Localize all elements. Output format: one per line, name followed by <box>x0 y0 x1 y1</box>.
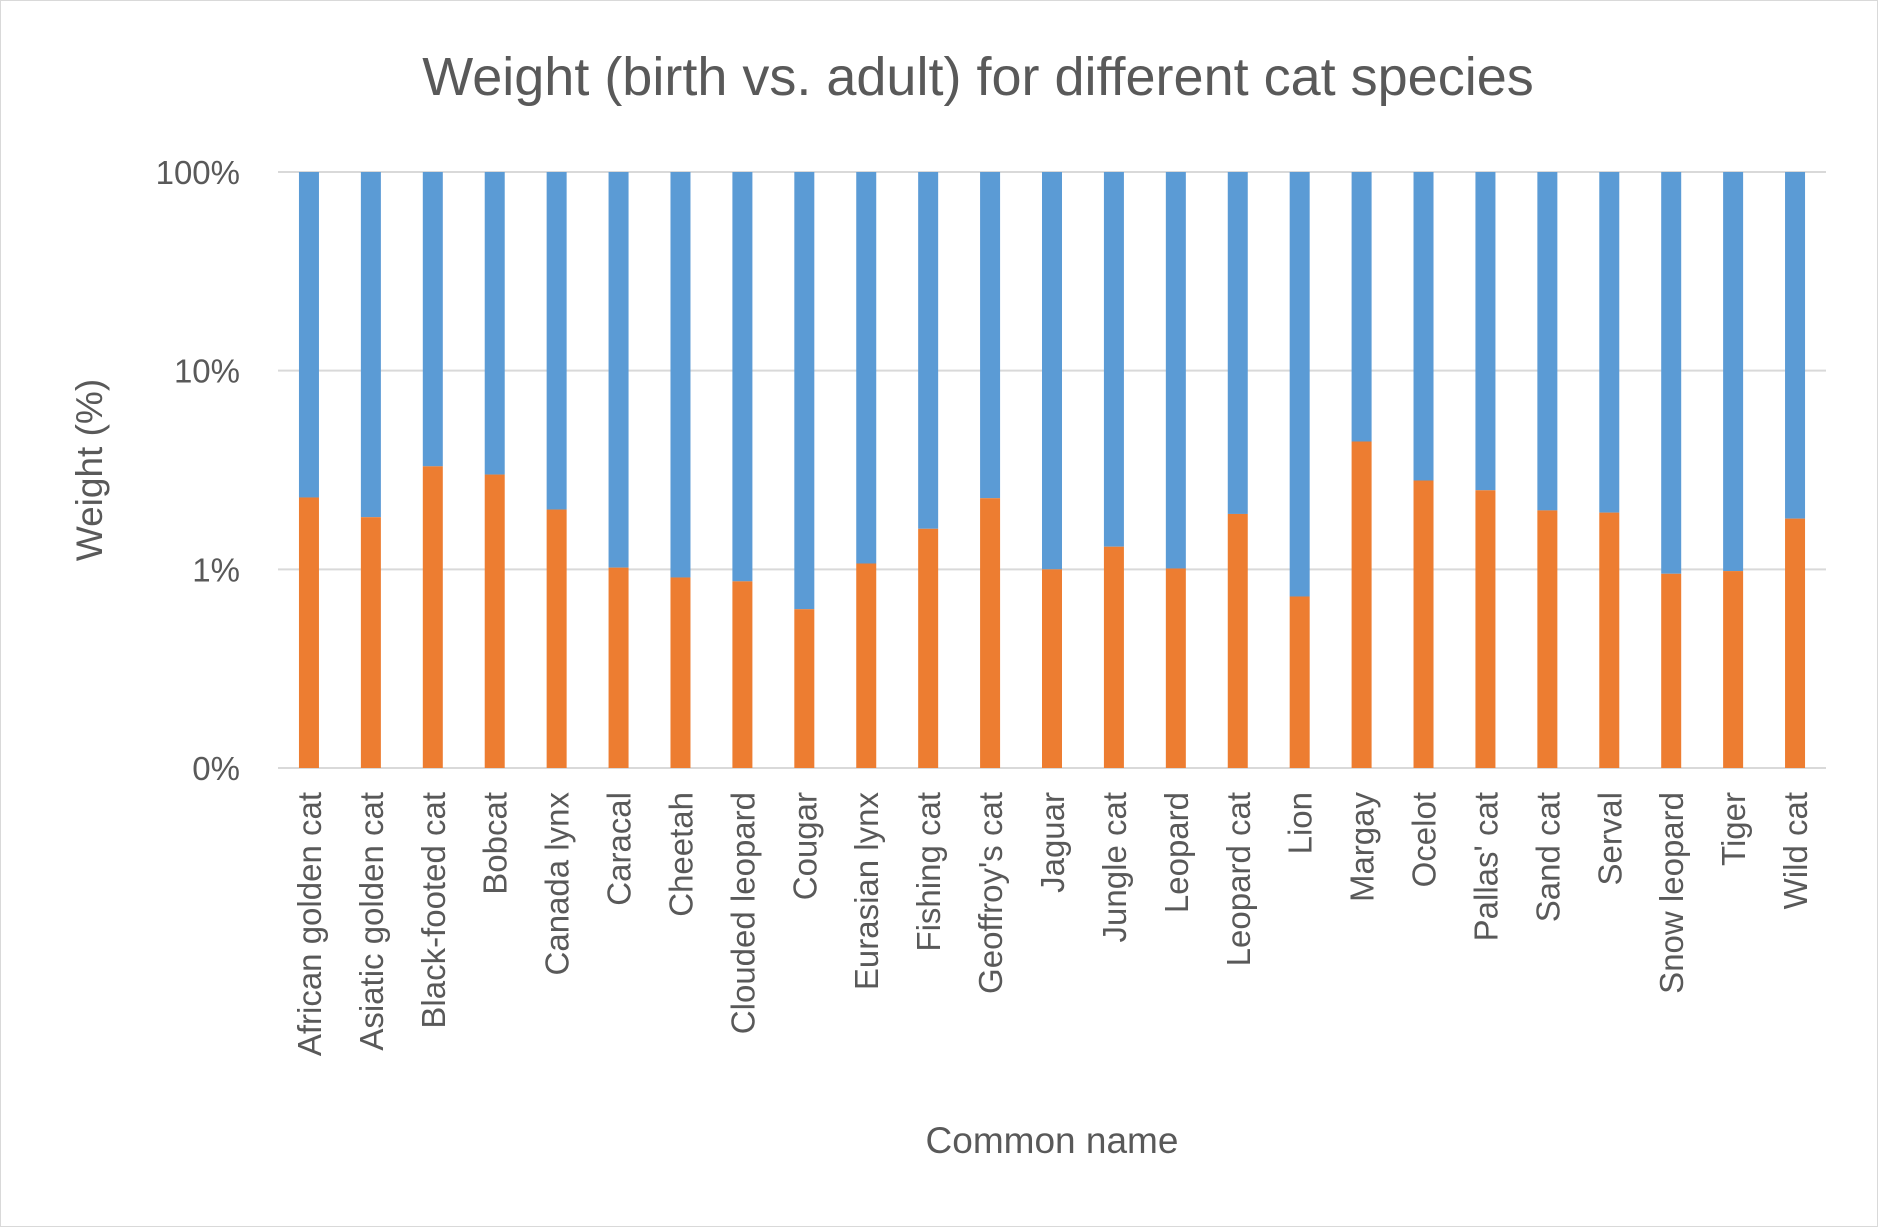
chart-title: Weight (birth vs. adult) for different c… <box>422 47 1534 107</box>
bar-adult <box>1661 172 1682 574</box>
x-category-label: Ocelot <box>1406 792 1443 887</box>
bar-adult <box>1227 172 1248 514</box>
y-tick-label: 10% <box>174 353 240 390</box>
bar-birth <box>1661 573 1682 768</box>
bar-birth <box>1165 568 1186 768</box>
x-category-label: Snow leopard <box>1653 792 1690 994</box>
x-axis-title: Common name <box>926 1120 1179 1161</box>
x-category-label: Asiatic golden cat <box>353 792 390 1051</box>
bar-adult <box>1537 172 1558 511</box>
bar-birth <box>980 498 1001 768</box>
y-tick-labels: 100% 10% 1% 0% <box>156 154 240 787</box>
bar-adult <box>1289 172 1310 597</box>
bar-birth <box>1289 596 1310 768</box>
x-category-label: Clouded leopard <box>724 792 761 1034</box>
bar-adult <box>1165 172 1186 569</box>
x-category-label: Margay <box>1344 792 1381 903</box>
bar-adult <box>1599 172 1620 513</box>
bar-birth <box>794 609 815 768</box>
x-category-label: African golden cat <box>291 792 328 1056</box>
x-category-label: Jungle cat <box>1096 792 1133 942</box>
bar-birth <box>484 474 505 768</box>
x-category-label: Leopard cat <box>1220 792 1257 966</box>
x-category-label: Bobcat <box>477 792 514 895</box>
x-category-label: Pallas' cat <box>1467 792 1504 941</box>
bar-birth <box>1475 490 1496 768</box>
x-category-label: Leopard <box>1158 792 1195 913</box>
bar-birth <box>546 509 567 768</box>
x-category-label: Eurasian lynx <box>848 792 885 991</box>
y-tick-label: 1% <box>192 551 240 588</box>
x-category-label: Sand cat <box>1529 792 1566 922</box>
bar-birth <box>1537 510 1558 768</box>
x-category-label: Canada lynx <box>539 792 576 976</box>
bar-adult <box>484 172 505 475</box>
x-category-label: Fishing cat <box>910 792 947 952</box>
bar-adult <box>422 172 443 467</box>
bars <box>298 172 1806 768</box>
bar-birth <box>1103 546 1124 768</box>
bar-birth <box>856 563 877 768</box>
x-category-label: Caracal <box>601 792 638 906</box>
bar-adult <box>670 172 691 578</box>
bar-adult <box>1042 172 1062 570</box>
bar-adult <box>1351 172 1372 442</box>
bar-adult <box>1413 172 1434 481</box>
bar-birth <box>360 517 381 768</box>
bar-adult <box>298 172 319 498</box>
x-category-label: Lion <box>1282 792 1319 854</box>
bar-adult <box>918 172 939 529</box>
bar-birth <box>608 567 629 768</box>
bar-birth <box>1042 569 1062 768</box>
bar-birth <box>422 466 443 768</box>
x-category-label: Geoffroy's cat <box>972 792 1009 994</box>
bar-birth <box>1227 513 1248 768</box>
bar-adult <box>980 172 1001 499</box>
bar-birth <box>298 497 319 768</box>
bar-birth <box>1413 480 1434 768</box>
x-category-label: Wild cat <box>1777 792 1814 909</box>
bar-adult <box>1723 172 1744 572</box>
bar-birth <box>918 528 939 768</box>
x-category-label: Tiger <box>1715 792 1752 866</box>
y-axis-title: Weight (%) <box>69 379 110 561</box>
bar-adult <box>1475 172 1496 491</box>
bar-adult <box>1785 172 1806 519</box>
bar-adult <box>732 172 753 582</box>
bar-adult <box>608 172 629 568</box>
bar-birth <box>1351 441 1372 768</box>
x-category-labels: African golden cat Asiatic golden cat Blac… <box>291 792 1814 1057</box>
x-category-label: Cougar <box>786 792 823 900</box>
bar-birth <box>732 581 753 768</box>
x-category-label: Cheetah <box>662 792 699 917</box>
bar-adult <box>856 172 877 564</box>
bar-adult <box>360 172 381 518</box>
x-category-label: Jaguar <box>1034 792 1071 893</box>
bar-adult <box>546 172 567 510</box>
bar-birth <box>1599 512 1620 768</box>
x-category-label: Serval <box>1591 792 1628 886</box>
bar-birth <box>1723 571 1744 768</box>
x-category-label: Black-footed cat <box>415 792 452 1029</box>
bar-birth <box>1785 518 1806 768</box>
y-tick-label: 0% <box>192 750 240 787</box>
bar-adult <box>1103 172 1124 547</box>
bar-adult <box>794 172 815 610</box>
y-tick-label: 100% <box>156 154 240 191</box>
bar-birth <box>670 577 691 768</box>
